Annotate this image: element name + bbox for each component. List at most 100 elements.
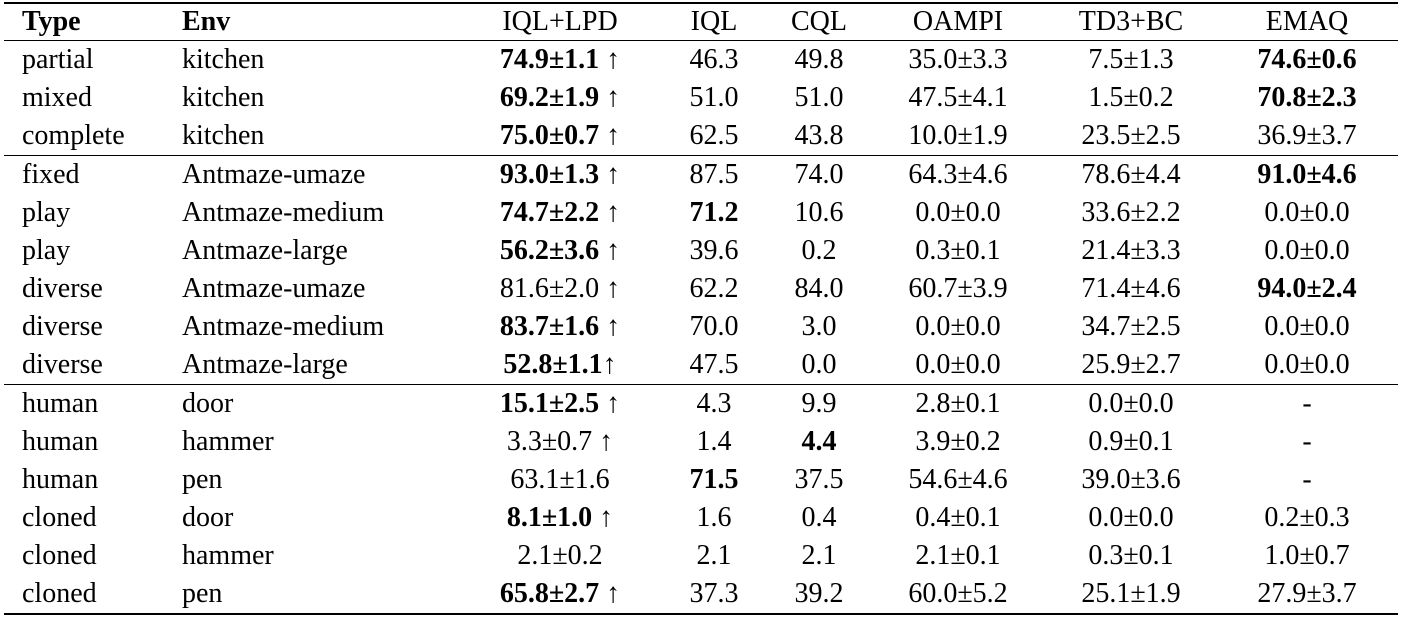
table-cell: Antmaze-umaze — [182, 159, 366, 190]
table-cell: 0.0±0.0 — [1264, 197, 1350, 228]
table-cell: diverse — [22, 349, 103, 380]
table-cell: 74.9±1.1 ↑ — [499, 44, 621, 75]
table-cell: 0.0 — [801, 349, 837, 380]
table-cell: 0.0±0.0 — [915, 349, 1001, 380]
table-cell: 0.3±0.1 — [915, 235, 1001, 266]
column-header: CQL — [791, 6, 847, 37]
table-cell: 3.9±0.2 — [915, 426, 1001, 457]
table-cell: kitchen — [182, 120, 265, 151]
table-header: Type Env IQL+LPD IQL CQL OAMPI TD3+BC EMAQ — [4, 3, 1398, 41]
table-cell: 33.6±2.2 — [1081, 197, 1181, 228]
table-cell: 25.9±2.7 — [1081, 349, 1181, 380]
table-cell: 0.9±0.1 — [1088, 426, 1174, 457]
table-cell: 3.0 — [801, 311, 837, 342]
table-cell: diverse — [22, 273, 103, 304]
table-cell: 0.0±0.0 — [1264, 311, 1350, 342]
table-cell: door — [182, 388, 234, 419]
table-row: fixed Antmaze-umaze 93.0±1.3 ↑ 87.5 74.0 64.3… — [4, 156, 1398, 195]
table-cell: kitchen — [182, 44, 265, 75]
table-cell: 25.1±1.9 — [1081, 578, 1181, 609]
table-row: human hammer 3.3±0.7 ↑ 1.4 4.4 3.9±0.2 0.9±0.1… — [4, 423, 1398, 461]
table-cell: 8.1±1.0 ↑ — [506, 502, 614, 533]
table-cell: 10.6 — [794, 197, 844, 228]
table-cell: 9.9 — [801, 388, 837, 419]
column-header: Env — [182, 6, 231, 37]
table-row: cloned hammer 2.1±0.2 2.1 2.1 2.1±0.1 0.3±0.1 1… — [4, 537, 1398, 575]
table-row: complete kitchen 75.0±0.7 ↑ 62.5 43.8 10.0±1.… — [4, 117, 1398, 156]
table-cell: cloned — [22, 578, 97, 609]
table-cell: 0.0±0.0 — [915, 197, 1001, 228]
table-cell: 70.8±2.3 — [1257, 82, 1357, 113]
table-cell: 34.7±2.5 — [1081, 311, 1181, 342]
table-cell: 65.8±2.7 ↑ — [499, 578, 621, 609]
table-cell: 10.0±1.9 — [908, 120, 1008, 151]
results-table: Type Env IQL+LPD IQL CQL OAMPI TD3+BC EMAQ part… — [4, 2, 1398, 615]
table-cell: 87.5 — [689, 159, 739, 190]
table-cell: 4.3 — [696, 388, 732, 419]
row-group: partial kitchen 74.9±1.1 ↑ 46.3 49.8 35.0±3.3… — [4, 41, 1398, 156]
table-cell: Antmaze-medium — [182, 197, 385, 228]
table-row: diverse Antmaze-large 52.8±1.1↑ 47.5 0.0 0.0±… — [4, 346, 1398, 385]
table-cell: hammer — [182, 540, 274, 571]
row-group: fixed Antmaze-umaze 93.0±1.3 ↑ 87.5 74.0 64.3… — [4, 156, 1398, 385]
table-row: diverse Antmaze-umaze 81.6±2.0 ↑ 62.2 84.0 60… — [4, 270, 1398, 308]
table-row: play Antmaze-medium 74.7±2.2 ↑ 71.2 10.6 0.0±… — [4, 194, 1398, 232]
table-cell: 23.5±2.5 — [1081, 120, 1181, 151]
table-cell: 83.7±1.6 ↑ — [499, 311, 621, 342]
table-cell: 1.0±0.7 — [1264, 540, 1350, 571]
table-cell: 2.1±0.2 — [517, 540, 603, 571]
table-cell: 52.8±1.1↑ — [503, 349, 617, 380]
table-cell: 47.5±4.1 — [908, 82, 1008, 113]
table-cell: 51.0 — [794, 82, 844, 113]
table-cell: 81.6±2.0 ↑ — [499, 273, 621, 304]
table-cell: kitchen — [182, 82, 265, 113]
table-row: cloned door 8.1±1.0 ↑ 1.6 0.4 0.4±0.1 0.0±0.0 0… — [4, 499, 1398, 537]
table-cell: fixed — [22, 159, 80, 190]
table-cell: 3.3±0.7 ↑ — [506, 426, 614, 457]
table-cell: 27.9±3.7 — [1257, 578, 1357, 609]
table-cell: 1.4 — [696, 426, 732, 457]
table-cell: Antmaze-medium — [182, 311, 385, 342]
table-row: human door 15.1±2.5 ↑ 4.3 9.9 2.8±0.1 0.0±0.0 - — [4, 385, 1398, 424]
table-cell: 63.1±1.6 — [510, 464, 610, 495]
table-cell: 71.2 — [689, 197, 739, 228]
table-cell: 51.0 — [689, 82, 739, 113]
table-cell: 0.2±0.3 — [1264, 502, 1350, 533]
table-row: partial kitchen 74.9±1.1 ↑ 46.3 49.8 35.0±3.3… — [4, 41, 1398, 80]
table-cell: cloned — [22, 540, 97, 571]
table-cell: partial — [22, 44, 94, 75]
column-header: IQL+LPD — [502, 6, 618, 37]
table-cell: - — [1302, 464, 1312, 495]
table-cell: 60.0±5.2 — [908, 578, 1008, 609]
table-cell: 0.2 — [801, 235, 837, 266]
table-cell: 0.4 — [801, 502, 837, 533]
table-cell: 37.3 — [689, 578, 739, 609]
table-cell: 91.0±4.6 — [1257, 159, 1357, 190]
table-cell: 1.6 — [696, 502, 732, 533]
table-cell: 0.0±0.0 — [915, 311, 1001, 342]
table-cell: 36.9±3.7 — [1257, 120, 1357, 151]
table-cell: - — [1302, 426, 1312, 457]
table-cell: 21.4±3.3 — [1081, 235, 1181, 266]
table-cell: 1.5±0.2 — [1088, 82, 1174, 113]
column-header: EMAQ — [1265, 6, 1349, 37]
table-row: human pen 63.1±1.6 71.5 37.5 54.6±4.6 39.0±3.6… — [4, 461, 1398, 499]
table-cell: 46.3 — [689, 44, 739, 75]
table-cell: 37.5 — [794, 464, 844, 495]
table-cell: door — [182, 502, 234, 533]
table-cell: 70.0 — [689, 311, 739, 342]
table-cell: 74.7±2.2 ↑ — [499, 197, 621, 228]
table-cell: Antmaze-umaze — [182, 273, 366, 304]
column-header: IQL — [690, 6, 738, 37]
table-cell: Antmaze-large — [182, 349, 348, 380]
table-cell: 62.5 — [689, 120, 739, 151]
table-cell: - — [1302, 388, 1312, 419]
table-cell: 69.2±1.9 ↑ — [499, 82, 621, 113]
table-cell: 78.6±4.4 — [1081, 159, 1181, 190]
table-row: play Antmaze-large 56.2±3.6 ↑ 39.6 0.2 0.3±0.… — [4, 232, 1398, 270]
table-cell: 64.3±4.6 — [908, 159, 1008, 190]
table-cell: play — [22, 197, 71, 228]
table-cell: 35.0±3.3 — [908, 44, 1008, 75]
table-cell: human — [22, 426, 99, 457]
table-cell: 94.0±2.4 — [1257, 273, 1357, 304]
